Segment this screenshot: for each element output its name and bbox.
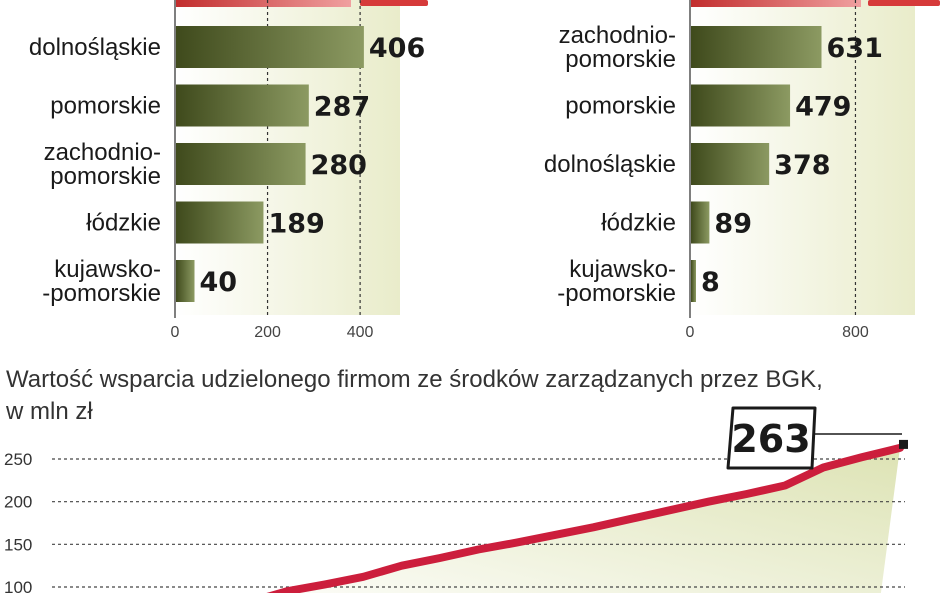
left-bar-chart: 406 dolnośląskie 287 pomorskie 280 zachodnio-…: [29, 0, 428, 341]
right-bar-chart: 631 zachodnio-pomorskie 479 pomorskie 378 dol…: [544, 0, 940, 341]
line-y-tick-label: 150: [4, 535, 32, 554]
right-value-label: 89: [714, 209, 752, 240]
left-value-label: 406: [369, 33, 425, 64]
right-bar: [691, 201, 710, 244]
left-value-label: 280: [311, 150, 367, 181]
left-top-red-bar: [176, 0, 351, 7]
left-bar: [176, 26, 364, 68]
right-category-label: kujawsko--pomorskie: [557, 256, 676, 307]
right-value-label: 631: [827, 33, 883, 64]
right-bar: [691, 260, 696, 302]
callout-marker: [899, 439, 908, 449]
right-value-label: 378: [774, 150, 830, 181]
left-category-label: zachodnio-pomorskie: [44, 139, 161, 190]
left-top-red-badge: [360, 0, 428, 6]
left-tick-label: 400: [347, 324, 374, 341]
right-bar: [691, 26, 822, 68]
right-value-label: 8: [701, 267, 720, 298]
left-category-label: dolnośląskie: [29, 34, 161, 61]
left-value-label: 287: [314, 92, 370, 123]
left-tick-label: 0: [171, 324, 180, 341]
right-category-label: zachodnio-pomorskie: [559, 22, 676, 73]
left-bar: [176, 84, 309, 127]
left-tick-label: 200: [254, 324, 281, 341]
left-category-label: łódzkie: [86, 210, 161, 237]
right-category-label: łódzkie: [601, 210, 676, 237]
line-chart: 100 150 200 250 263: [4, 406, 908, 593]
left-value-label: 40: [200, 267, 238, 298]
left-value-label: 189: [268, 209, 324, 240]
right-category-label: pomorskie: [565, 93, 676, 120]
left-bar: [176, 143, 306, 185]
left-bar: [176, 260, 195, 302]
line-y-tick-label: 100: [4, 578, 32, 593]
line-chart-title-text: Wartość wsparcia udzielonego firmom ze ś…: [6, 366, 823, 425]
line-chart-title: Wartość wsparcia udzielonego firmom ze ś…: [6, 364, 946, 428]
right-category-label: dolnośląskie: [544, 151, 676, 178]
left-category-label: kujawsko--pomorskie: [42, 256, 161, 307]
callout-box: [726, 406, 817, 470]
right-top-red-badge: [868, 0, 940, 6]
callout-value: 263: [731, 417, 810, 461]
line-y-tick-label: 250: [4, 450, 32, 469]
right-bar: [691, 143, 770, 185]
right-value-label: 479: [795, 92, 851, 123]
left-bar: [176, 201, 264, 244]
right-tick-label: 0: [686, 324, 695, 341]
right-bar: [691, 84, 791, 127]
right-tick-label: 800: [842, 324, 869, 341]
right-top-red-bar: [691, 0, 861, 7]
left-category-label: pomorskie: [50, 93, 161, 120]
line-area-fill: [280, 447, 900, 593]
line-y-tick-label: 200: [4, 493, 32, 512]
line-series: [266, 443, 904, 593]
